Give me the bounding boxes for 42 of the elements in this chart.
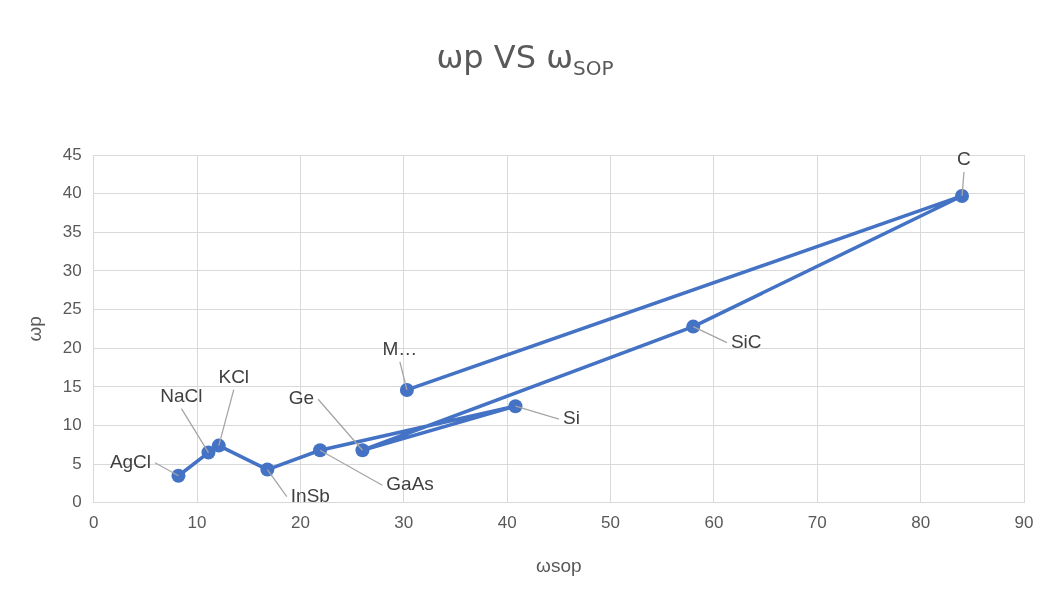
annotation: GaAs — [386, 473, 434, 495]
y-tick-label: 15 — [62, 376, 82, 396]
point — [171, 468, 186, 483]
annotation: KCl — [218, 365, 250, 387]
point — [313, 443, 328, 458]
y-tick-label: 10 — [62, 415, 82, 435]
point — [399, 382, 414, 397]
annotation: Si — [562, 407, 580, 429]
y-tick-label: 5 — [72, 453, 82, 473]
y-tick-label: 25 — [62, 299, 82, 319]
y-tick-label: 30 — [62, 260, 82, 280]
x-tick-label: 90 — [1014, 512, 1034, 532]
y-tick-label: 45 — [62, 144, 82, 164]
annotation: SiC — [730, 330, 762, 352]
x-tick-label: 60 — [704, 512, 724, 532]
annotation: NaCl — [160, 384, 203, 406]
y-tick-label: 0 — [72, 492, 82, 512]
y-tick-label: 40 — [62, 183, 82, 203]
annotation: InSb — [290, 484, 330, 506]
point — [260, 462, 275, 477]
x-tick-label: 30 — [394, 512, 414, 532]
x-tick-label: 70 — [807, 512, 827, 532]
annotation: C — [957, 148, 971, 170]
annotation: Ge — [288, 387, 315, 409]
x-tick-label: 40 — [497, 512, 517, 532]
x-tick-label: 80 — [911, 512, 931, 532]
point — [954, 188, 969, 203]
point — [211, 438, 226, 453]
point — [686, 319, 701, 334]
y-tick-label: 35 — [62, 221, 82, 241]
point — [508, 399, 523, 414]
annotation: M… — [382, 338, 418, 360]
x-tick-label: 20 — [290, 512, 310, 532]
point — [355, 443, 370, 458]
chart-title: ωp VS ω$_{SOP}$ — [435, 38, 615, 81]
x-tick-label: 0 — [88, 512, 99, 532]
x-axis-title: ωsop — [536, 554, 582, 576]
y-tick-label: 20 — [62, 337, 82, 357]
x-tick-label: 10 — [187, 512, 207, 532]
annotation: AgCl — [109, 450, 152, 472]
x-tick-label: 50 — [601, 512, 620, 532]
y-axis-title: ωp — [23, 316, 45, 342]
